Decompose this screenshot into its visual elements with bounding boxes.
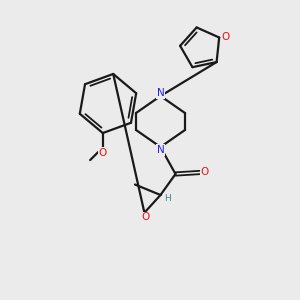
Text: O: O [201, 167, 209, 177]
Text: N: N [157, 145, 164, 155]
Text: H: H [164, 194, 170, 203]
Text: O: O [222, 32, 230, 43]
Text: O: O [141, 212, 150, 223]
Text: O: O [99, 148, 107, 158]
Text: N: N [157, 88, 164, 98]
